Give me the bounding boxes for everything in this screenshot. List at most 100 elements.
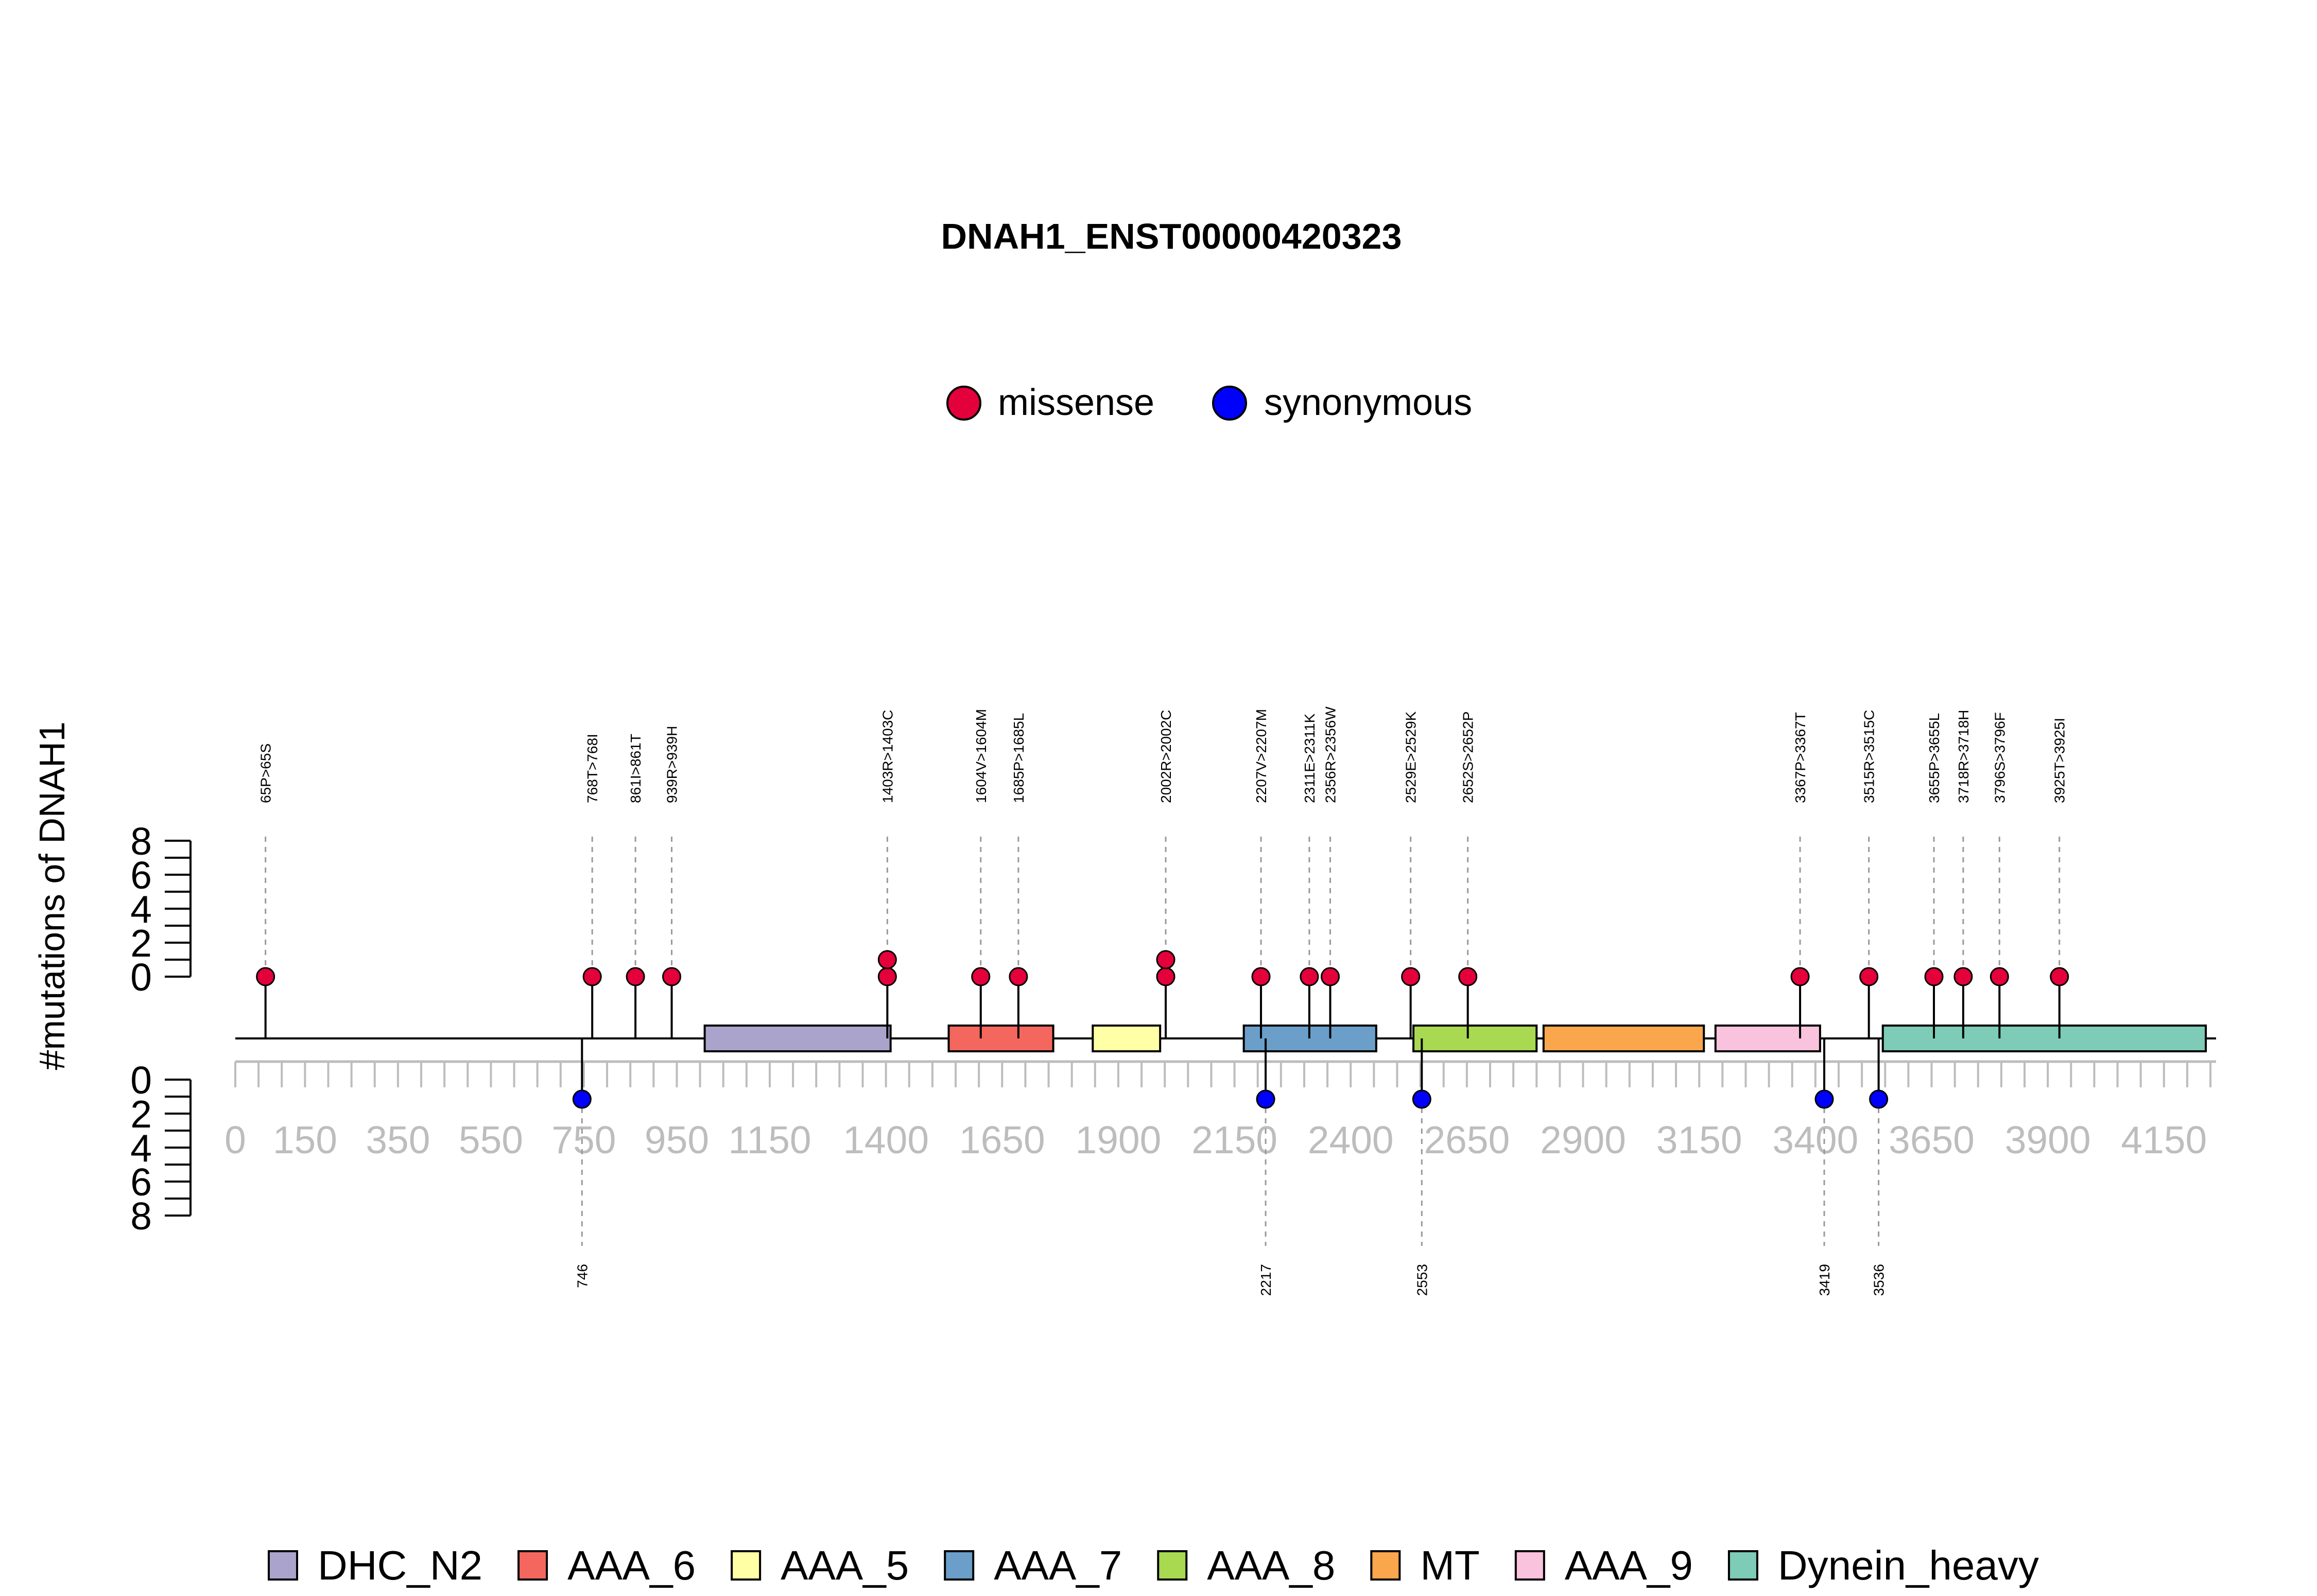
missense-point: [1924, 967, 1944, 986]
missense-point: [626, 967, 645, 986]
y-tick-label-bottom: 0: [130, 1059, 152, 1102]
mutation-label: 3925T>3925I: [2052, 718, 2068, 803]
x-tick-label: 2150: [1191, 1118, 1277, 1161]
legend-swatch-aaa_6: [517, 1550, 548, 1581]
x-tick-label: 2400: [1308, 1118, 1394, 1161]
legend-swatch-mt: [1370, 1550, 1401, 1581]
y-tick-label-bottom: 4: [130, 1126, 152, 1170]
mutation-label: 2553: [1414, 1264, 1430, 1296]
missense-point: [1156, 967, 1175, 986]
legend-swatch-aaa_5: [731, 1550, 762, 1581]
y-axis-label: #mutations of DNAH1: [32, 722, 72, 1070]
missense-point: [1458, 967, 1478, 986]
legend-swatch-aaa_9: [1514, 1550, 1545, 1581]
missense-point: [1009, 967, 1028, 986]
y-tick-label-top: 4: [130, 888, 152, 931]
domain-aaa_8: [1412, 1025, 1538, 1052]
x-tick-label: 1400: [843, 1118, 929, 1161]
domains: [703, 1025, 2207, 1052]
y-tick-label-bottom: 2: [130, 1092, 152, 1136]
x-tick-label: 1900: [1076, 1118, 1162, 1161]
x-tick-label: 750: [551, 1118, 616, 1161]
lollipop-746: 746: [572, 1038, 592, 1288]
synonymous-legend-marker: [1212, 386, 1247, 421]
lollipop-2356R>2356W: 2356R>2356W: [1321, 706, 1340, 1038]
y-tick-label-top: 6: [130, 854, 152, 897]
lollipop-861I>861T: 861I>861T: [626, 734, 645, 1038]
missense-point: [1321, 967, 1340, 986]
missense-point: [1790, 967, 1810, 986]
missense-lollipops: 65P>65S 768T>768I 861I>861T 939R>939H 1403R>…: [256, 706, 2069, 1038]
lollipop-3367P>3367T: 3367P>3367T: [1790, 712, 1810, 1038]
mutation-label: 768T>768I: [584, 734, 600, 803]
mutation-label: 1685P>1685L: [1011, 713, 1027, 803]
lollipop-2652S>2652P: 2652S>2652P: [1458, 712, 1478, 1038]
synonymous-point: [1814, 1089, 1834, 1109]
synonymous-point: [572, 1089, 592, 1109]
legend-swatch-dynein_heavy: [1727, 1550, 1758, 1581]
domain-aaa_6: [947, 1025, 1054, 1052]
missense-point: [582, 967, 602, 986]
mutation-label: 746: [574, 1264, 590, 1288]
lollipop-1403R>1403C: 1403R>1403C: [877, 710, 897, 1038]
legend-label-aaa_8: AAA_8: [1207, 1542, 1335, 1588]
x-tick-label: 4150: [2121, 1118, 2207, 1161]
x-tick-label: 350: [366, 1118, 430, 1161]
lollipop-3655P>3655L: 3655P>3655L: [1924, 713, 1944, 1038]
mutation-label: 2002R>2002C: [1158, 710, 1174, 803]
x-tick-label: 3900: [2005, 1118, 2091, 1161]
x-tick-label: 3400: [1772, 1118, 1858, 1161]
domain-aaa_5: [1092, 1025, 1162, 1052]
mutation-label: 3796S>3796F: [1992, 712, 2008, 803]
missense-legend-marker: [946, 386, 981, 421]
missense-point: [877, 967, 897, 986]
mutation-label: 3655P>3655L: [1926, 713, 1942, 803]
domain-dhc_n2: [703, 1025, 892, 1052]
mutation-label: 2207V>2207M: [1253, 709, 1269, 803]
synonymous-point: [1869, 1089, 1889, 1109]
mutation-label: 3419: [1817, 1264, 1832, 1296]
legend-swatch-aaa_7: [944, 1550, 975, 1581]
lollipop-3536: 3536: [1869, 1038, 1889, 1296]
domain-aaa_9: [1714, 1025, 1821, 1052]
missense-point: [2050, 967, 2069, 986]
lollipop-2553: 2553: [1412, 1038, 1431, 1296]
missense-point: [1251, 967, 1271, 986]
mutation-label: 2311E>2311K: [1302, 714, 1318, 803]
x-axis: 0 150 350 550 750 950 1150 1400 1650 1900 2150 2400…: [224, 1060, 2216, 1161]
lollipop-3718R>3718H: 3718R>3718H: [1953, 710, 1973, 1038]
legend-label-aaa_9: AAA_9: [1565, 1542, 1693, 1588]
y-tick-label-bottom: 8: [130, 1194, 152, 1238]
synonymous-legend-label: synonymous: [1264, 382, 1472, 423]
lollipop-1604V>1604M: 1604V>1604M: [971, 709, 991, 1038]
lollipop-65P>65S: 65P>65S: [256, 743, 275, 1038]
mutation-label: 3515R>3515C: [1861, 710, 1877, 803]
mutation-label: 2652S>2652P: [1460, 712, 1476, 803]
synonymous-lollipops: 746 2217 2553 3419 3536: [572, 1038, 1889, 1296]
missense-point: [1953, 967, 1973, 986]
lollipop-2217: 2217: [1256, 1038, 1275, 1296]
missense-point: [1401, 967, 1421, 986]
legend-label-dynein_heavy: Dynein_heavy: [1778, 1542, 2039, 1588]
x-tick-label: 3650: [1889, 1118, 1975, 1161]
x-tick-label: 950: [645, 1118, 709, 1161]
missense-point: [256, 967, 275, 986]
legend-label-aaa_7: AAA_7: [994, 1542, 1122, 1588]
mutation-label: 1604V>1604M: [973, 709, 989, 803]
y-tick-label-top: 8: [130, 820, 152, 863]
missense-point: [1859, 967, 1879, 986]
missense-point: [877, 950, 897, 969]
mutation-label: 939R>939H: [664, 726, 680, 803]
lollipop-2207V>2207M: 2207V>2207M: [1251, 709, 1271, 1038]
legend-top: missense synonymous: [946, 382, 1472, 423]
legend-label-mt: MT: [1420, 1542, 1480, 1588]
lollipop-939R>939H: 939R>939H: [662, 726, 682, 1038]
synonymous-point: [1256, 1089, 1275, 1109]
synonymous-point: [1412, 1089, 1431, 1109]
lollipop-768T>768I: 768T>768I: [582, 734, 602, 1038]
lollipop-2311E>2311K: 2311E>2311K: [1300, 714, 1319, 1038]
mutation-label: 3367P>3367T: [1792, 712, 1808, 803]
